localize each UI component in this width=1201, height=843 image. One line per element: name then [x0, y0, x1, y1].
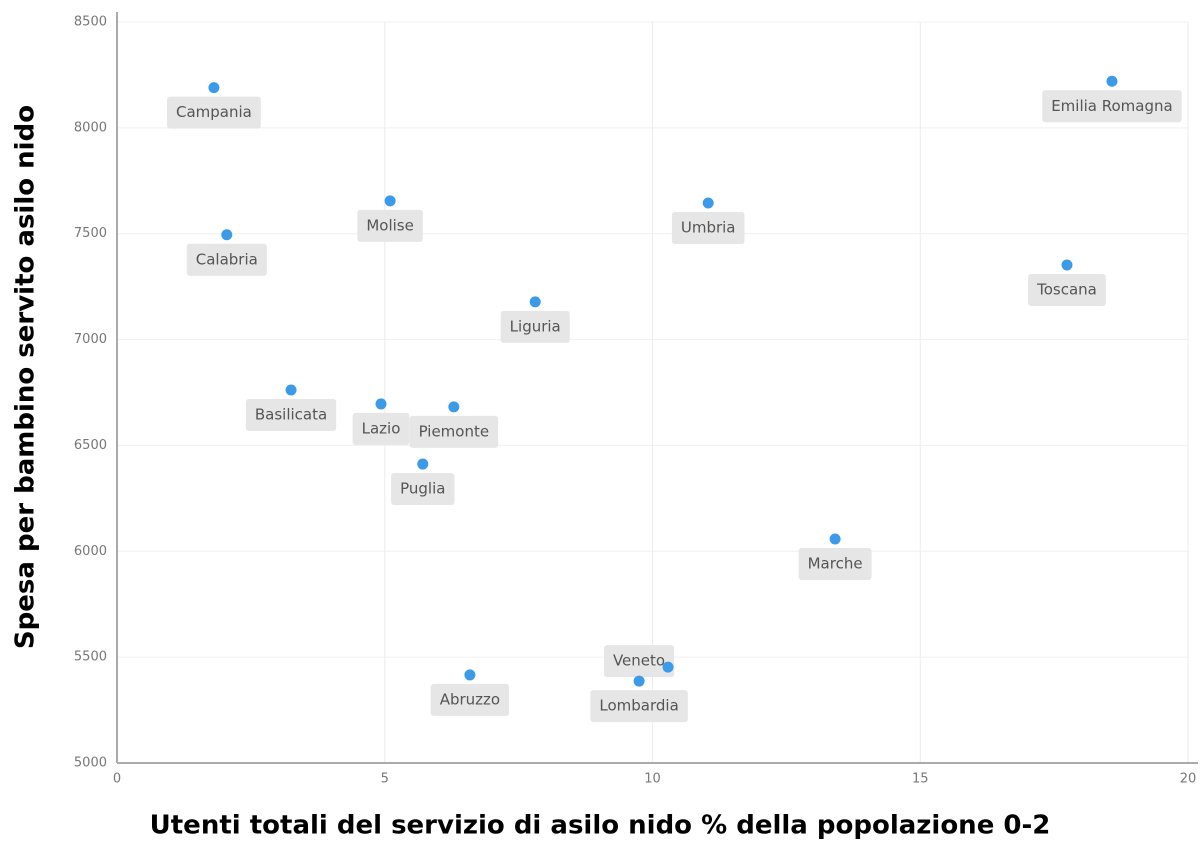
x-tick-label: 15 — [912, 772, 929, 787]
label-box — [500, 310, 570, 343]
point-label: Emilia Romagna — [1051, 97, 1173, 115]
label-box — [245, 398, 337, 431]
point-label: Piemonte — [419, 422, 490, 440]
label-box — [798, 548, 872, 581]
point-label: Abruzzo — [440, 690, 500, 708]
label-box — [391, 473, 455, 506]
point — [662, 661, 674, 673]
x-axis-title: Utenti totali del servizio di asilo nido… — [150, 811, 1051, 841]
label-box — [590, 690, 688, 723]
point-label: Molise — [366, 216, 414, 234]
point — [221, 229, 233, 241]
point — [829, 533, 841, 545]
y-tick-label: 8000 — [74, 120, 107, 135]
point — [1061, 259, 1073, 271]
point-label: Toscana — [1036, 281, 1097, 299]
y-tick-label: 5500 — [74, 650, 107, 665]
point — [529, 296, 541, 308]
point-label: Puglia — [400, 480, 445, 498]
label-box — [1042, 90, 1182, 123]
x-tick-label: 0 — [113, 772, 121, 787]
point — [384, 195, 396, 207]
point — [1106, 75, 1118, 87]
y-tick-label: 8500 — [74, 15, 107, 30]
x-tick-label: 5 — [381, 772, 389, 787]
point-label: Liguria — [510, 317, 561, 335]
point — [417, 458, 429, 470]
point — [633, 675, 645, 687]
label-box — [186, 243, 267, 276]
point-label: Veneto — [613, 652, 665, 670]
y-tick-label: 6500 — [74, 438, 107, 453]
label-box — [671, 212, 745, 245]
point-label: Calabria — [196, 250, 258, 268]
point-label: Marche — [808, 555, 863, 573]
x-tick-label: 20 — [1180, 772, 1197, 787]
y-axis-title: Spesa per bambino servito asilo nido — [11, 105, 41, 649]
point-label: Lombardia — [599, 697, 678, 715]
label-box — [166, 96, 261, 129]
label-box — [1028, 274, 1106, 307]
label-box — [603, 645, 675, 678]
label-box — [409, 415, 499, 448]
point — [464, 669, 476, 681]
label-box — [352, 412, 410, 445]
point-label: Campania — [176, 103, 252, 121]
x-tick-label: 10 — [644, 772, 661, 787]
y-tick-label: 5000 — [74, 756, 107, 771]
point-label: Basilicata — [255, 405, 327, 423]
point-label: Umbria — [681, 219, 736, 237]
y-tick-label: 6000 — [74, 544, 107, 559]
point — [285, 384, 297, 396]
point-label: Lazio — [362, 419, 401, 437]
point — [375, 398, 387, 410]
y-tick-label: 7000 — [74, 332, 107, 347]
label-box — [430, 683, 510, 716]
point — [448, 401, 460, 413]
point — [702, 197, 714, 209]
point — [208, 82, 220, 94]
y-tick-label: 7500 — [74, 226, 107, 241]
label-box — [357, 209, 423, 242]
